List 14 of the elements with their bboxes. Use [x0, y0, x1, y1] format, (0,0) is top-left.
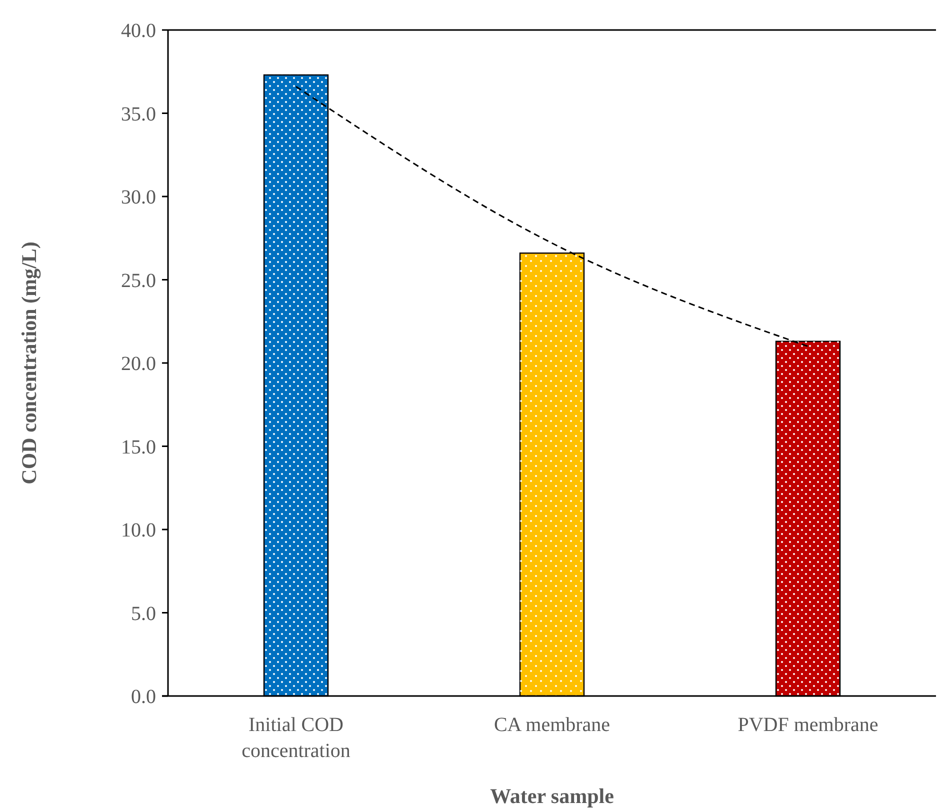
- y-axis-title: COD concentration (mg/L): [17, 242, 41, 484]
- y-tick-label: 25.0: [121, 270, 156, 292]
- y-tick-label: 35.0: [121, 103, 156, 126]
- x-tick-label: Initial COD concentration: [242, 714, 350, 762]
- y-tick-label: 0.0: [131, 686, 156, 708]
- y-tick-label: 20.0: [121, 353, 156, 375]
- y-tick-label: 30.0: [121, 186, 156, 208]
- y-tick-label: 40.0: [121, 20, 156, 42]
- y-tick-label: 15.0: [121, 436, 156, 458]
- y-tick-label: 10.0: [121, 520, 156, 542]
- y-tick-label: 5.0: [131, 602, 156, 625]
- x-tick-label: CA membrane: [494, 714, 610, 736]
- x-tick-label: PVDF membrane: [738, 714, 878, 736]
- x-axis-title: Water sample: [490, 784, 614, 808]
